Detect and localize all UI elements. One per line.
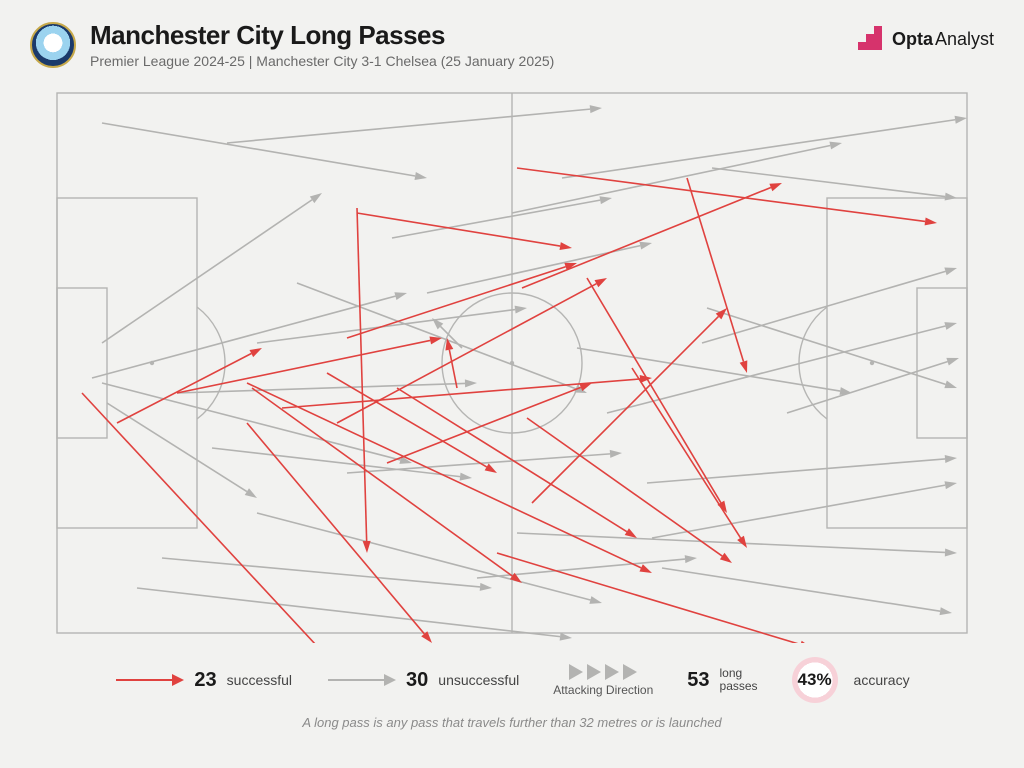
footnote: A long pass is any pass that travels fur…	[30, 715, 994, 730]
legend-total: 53 long passes	[687, 667, 757, 693]
legend-direction: Attacking Direction	[553, 664, 653, 697]
brand-bold: Opta	[892, 29, 933, 49]
opta-icon	[858, 26, 884, 52]
brand-logo: OptaAnalyst	[858, 26, 994, 52]
team-badge-icon	[30, 22, 76, 68]
legend-unsuccessful: 30 unsuccessful	[326, 668, 519, 692]
legend-total-label: long passes	[720, 667, 758, 693]
legend-total-count: 53	[687, 669, 709, 692]
pitch-svg	[47, 83, 977, 643]
legend-unsuccessful-count: 30	[406, 669, 428, 692]
legend-successful-label: successful	[227, 672, 292, 688]
accuracy-ring-icon: 43%	[792, 657, 838, 703]
chart-subtitle: Premier League 2024-25 | Manchester City…	[90, 53, 844, 69]
legend-accuracy: 43% accuracy	[792, 657, 910, 703]
header: Manchester City Long Passes Premier Leag…	[30, 20, 994, 69]
chart-title: Manchester City Long Passes	[90, 20, 844, 51]
legend-unsuccessful-arrow-icon	[326, 668, 396, 692]
legend-successful-arrow-icon	[114, 668, 184, 692]
accuracy-pct: 43%	[798, 670, 832, 690]
pitch-lines	[57, 93, 967, 633]
brand-light: Analyst	[935, 29, 994, 49]
legend: 23 successful 30 unsuccessful Attacking …	[30, 657, 994, 703]
accuracy-label: accuracy	[854, 672, 910, 688]
legend-unsuccessful-label: unsuccessful	[438, 672, 519, 688]
arrows-unsuccessful	[92, 105, 967, 640]
pitch-chart	[47, 83, 977, 643]
legend-total-label-2: passes	[720, 680, 758, 693]
brand-text: OptaAnalyst	[892, 29, 994, 50]
legend-direction-label: Attacking Direction	[553, 683, 653, 697]
legend-successful: 23 successful	[114, 668, 292, 692]
direction-chevrons-icon	[569, 664, 637, 680]
title-block: Manchester City Long Passes Premier Leag…	[90, 20, 844, 69]
legend-successful-count: 23	[194, 669, 216, 692]
